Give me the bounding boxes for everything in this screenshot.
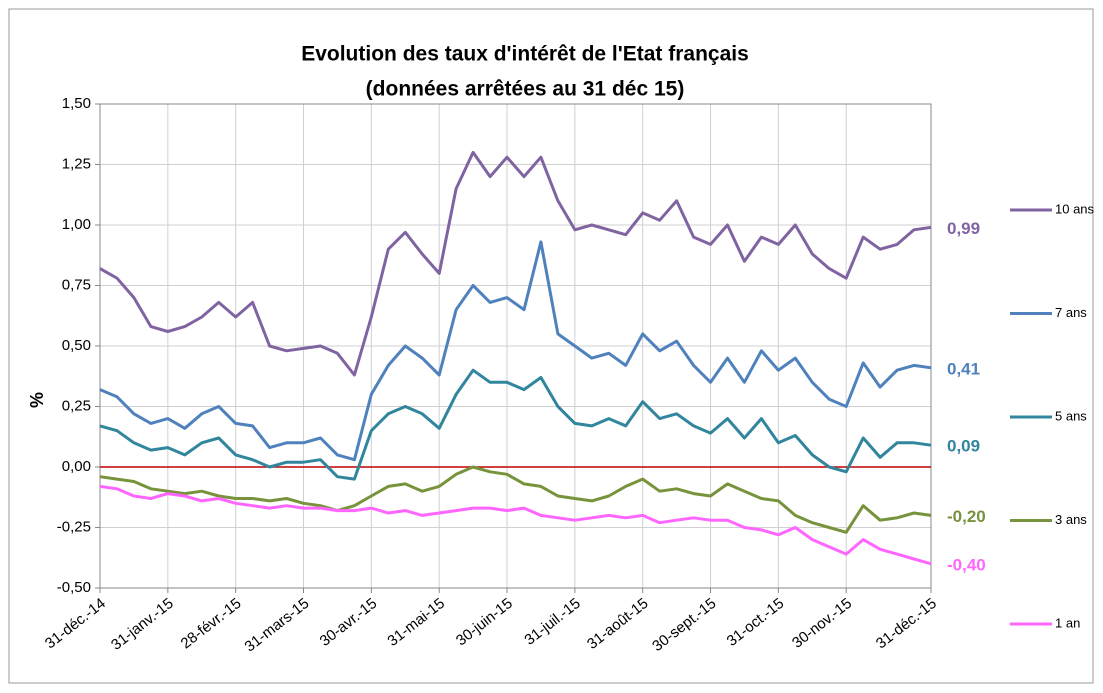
data-label: -0,40 <box>947 555 986 574</box>
data-label: -0,20 <box>947 507 986 526</box>
legend-label: 3 ans <box>1055 512 1087 527</box>
data-label: 0,99 <box>947 219 980 238</box>
y-tick-label: 0,75 <box>62 276 91 293</box>
data-label: 0,09 <box>947 437 980 456</box>
series-line <box>99 368 932 481</box>
y-tick-label: -0,25 <box>57 518 91 535</box>
y-tick-label: 0,00 <box>62 458 91 475</box>
plot-frame <box>99 103 932 589</box>
legend-label: 1 an <box>1055 615 1080 630</box>
series-line <box>99 150 932 377</box>
series-line <box>99 484 932 566</box>
y-tick-label: 1,25 <box>62 155 91 172</box>
legend-label: 10 ans <box>1055 201 1095 216</box>
data-label: 0,41 <box>947 359 980 378</box>
legend-label: 7 ans <box>1055 305 1087 320</box>
legend-label: 5 ans <box>1055 408 1087 423</box>
y-tick-label: 1,50 <box>62 95 91 112</box>
series-line <box>99 240 932 462</box>
y-tick-label: 0,25 <box>62 397 91 414</box>
y-tick-label: 1,00 <box>62 216 91 233</box>
y-tick-label: -0,50 <box>57 579 91 596</box>
series-line <box>99 465 932 534</box>
y-tick-label: 0,50 <box>62 337 91 354</box>
y-axis-label: % <box>27 392 47 408</box>
chart-title: Evolution des taux d'intérêt de l'Etat f… <box>301 43 749 66</box>
chart-subtitle: (données arrêtées au 31 déc 15) <box>366 78 685 101</box>
